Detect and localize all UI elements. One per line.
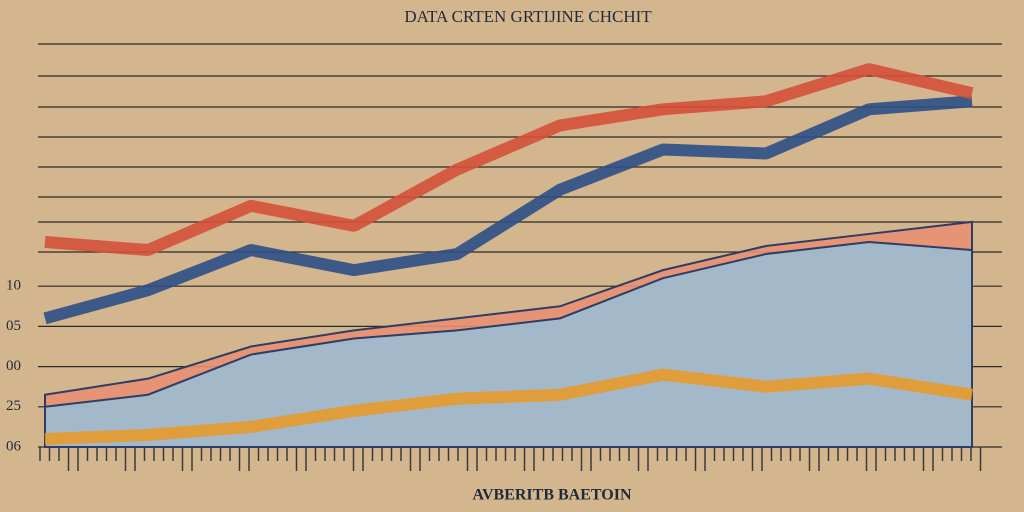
x-axis-label: AVBERITB BAETOIN [472,487,631,504]
line [44,368,973,445]
y-tick-label: 00 [6,358,21,374]
y-tick-label: 06 [6,438,22,454]
line [44,63,974,257]
y-tick-label: 10 [6,278,21,294]
area [44,240,973,448]
y-tick-label: 25 [6,398,21,414]
line [43,95,973,325]
chart-title: DATA CRTEN GRTIJINE CHCHIT [404,7,652,26]
y-tick-label: 05 [6,318,21,334]
x-tick-marks [39,447,982,471]
